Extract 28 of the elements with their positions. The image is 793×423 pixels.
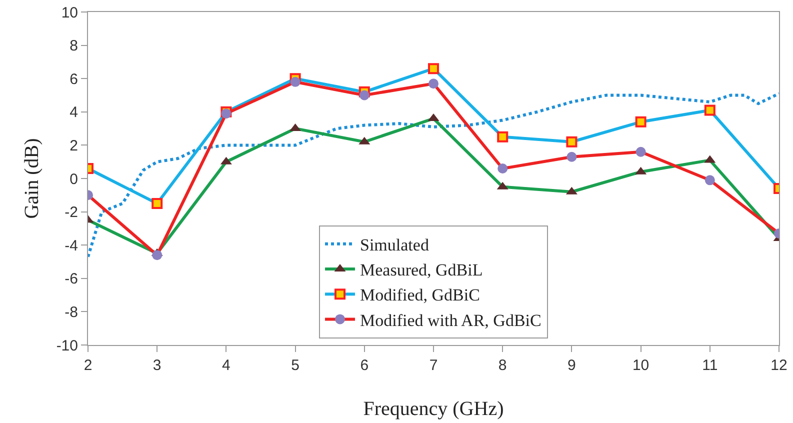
legend-label: Simulated: [360, 236, 430, 255]
y-tick-label: -4: [64, 237, 78, 254]
legend-label: Modified, GdBiC: [360, 286, 480, 305]
x-tick-label: 7: [429, 357, 438, 374]
y-tick-label: -8: [64, 304, 78, 321]
x-tick-label: 9: [568, 357, 576, 374]
legend-label: Measured, GdBiL: [360, 260, 483, 280]
y-tick-label: -2: [64, 204, 78, 222]
x-tick-label: 6: [360, 357, 369, 374]
y-tick-label: 10: [61, 4, 78, 22]
y-tick-label: 2: [70, 137, 78, 154]
y-tick-label: -10: [56, 337, 78, 354]
y-tick-label: 8: [70, 38, 78, 55]
x-tick-label: 4: [222, 357, 230, 374]
legend-label: Modified with AR, GdBiC: [360, 310, 542, 330]
x-tick-label: 2: [84, 357, 92, 374]
y-axis-title: Gain (dB): [21, 138, 43, 219]
x-tick-label: 5: [291, 357, 300, 374]
y-tick-label: 4: [70, 104, 78, 122]
x-tick-label: 10: [632, 357, 650, 374]
x-tick-label: 3: [152, 357, 162, 374]
y-tick-label: 6: [70, 70, 78, 88]
x-tick-label: 11: [702, 357, 718, 374]
x-tick-label: 8: [498, 357, 507, 374]
y-tick-label: -6: [64, 270, 78, 288]
x-tick-label: 12: [770, 357, 788, 374]
y-tick-label: 0: [70, 170, 78, 188]
x-axis-title: Frequency (GHz): [363, 398, 504, 420]
